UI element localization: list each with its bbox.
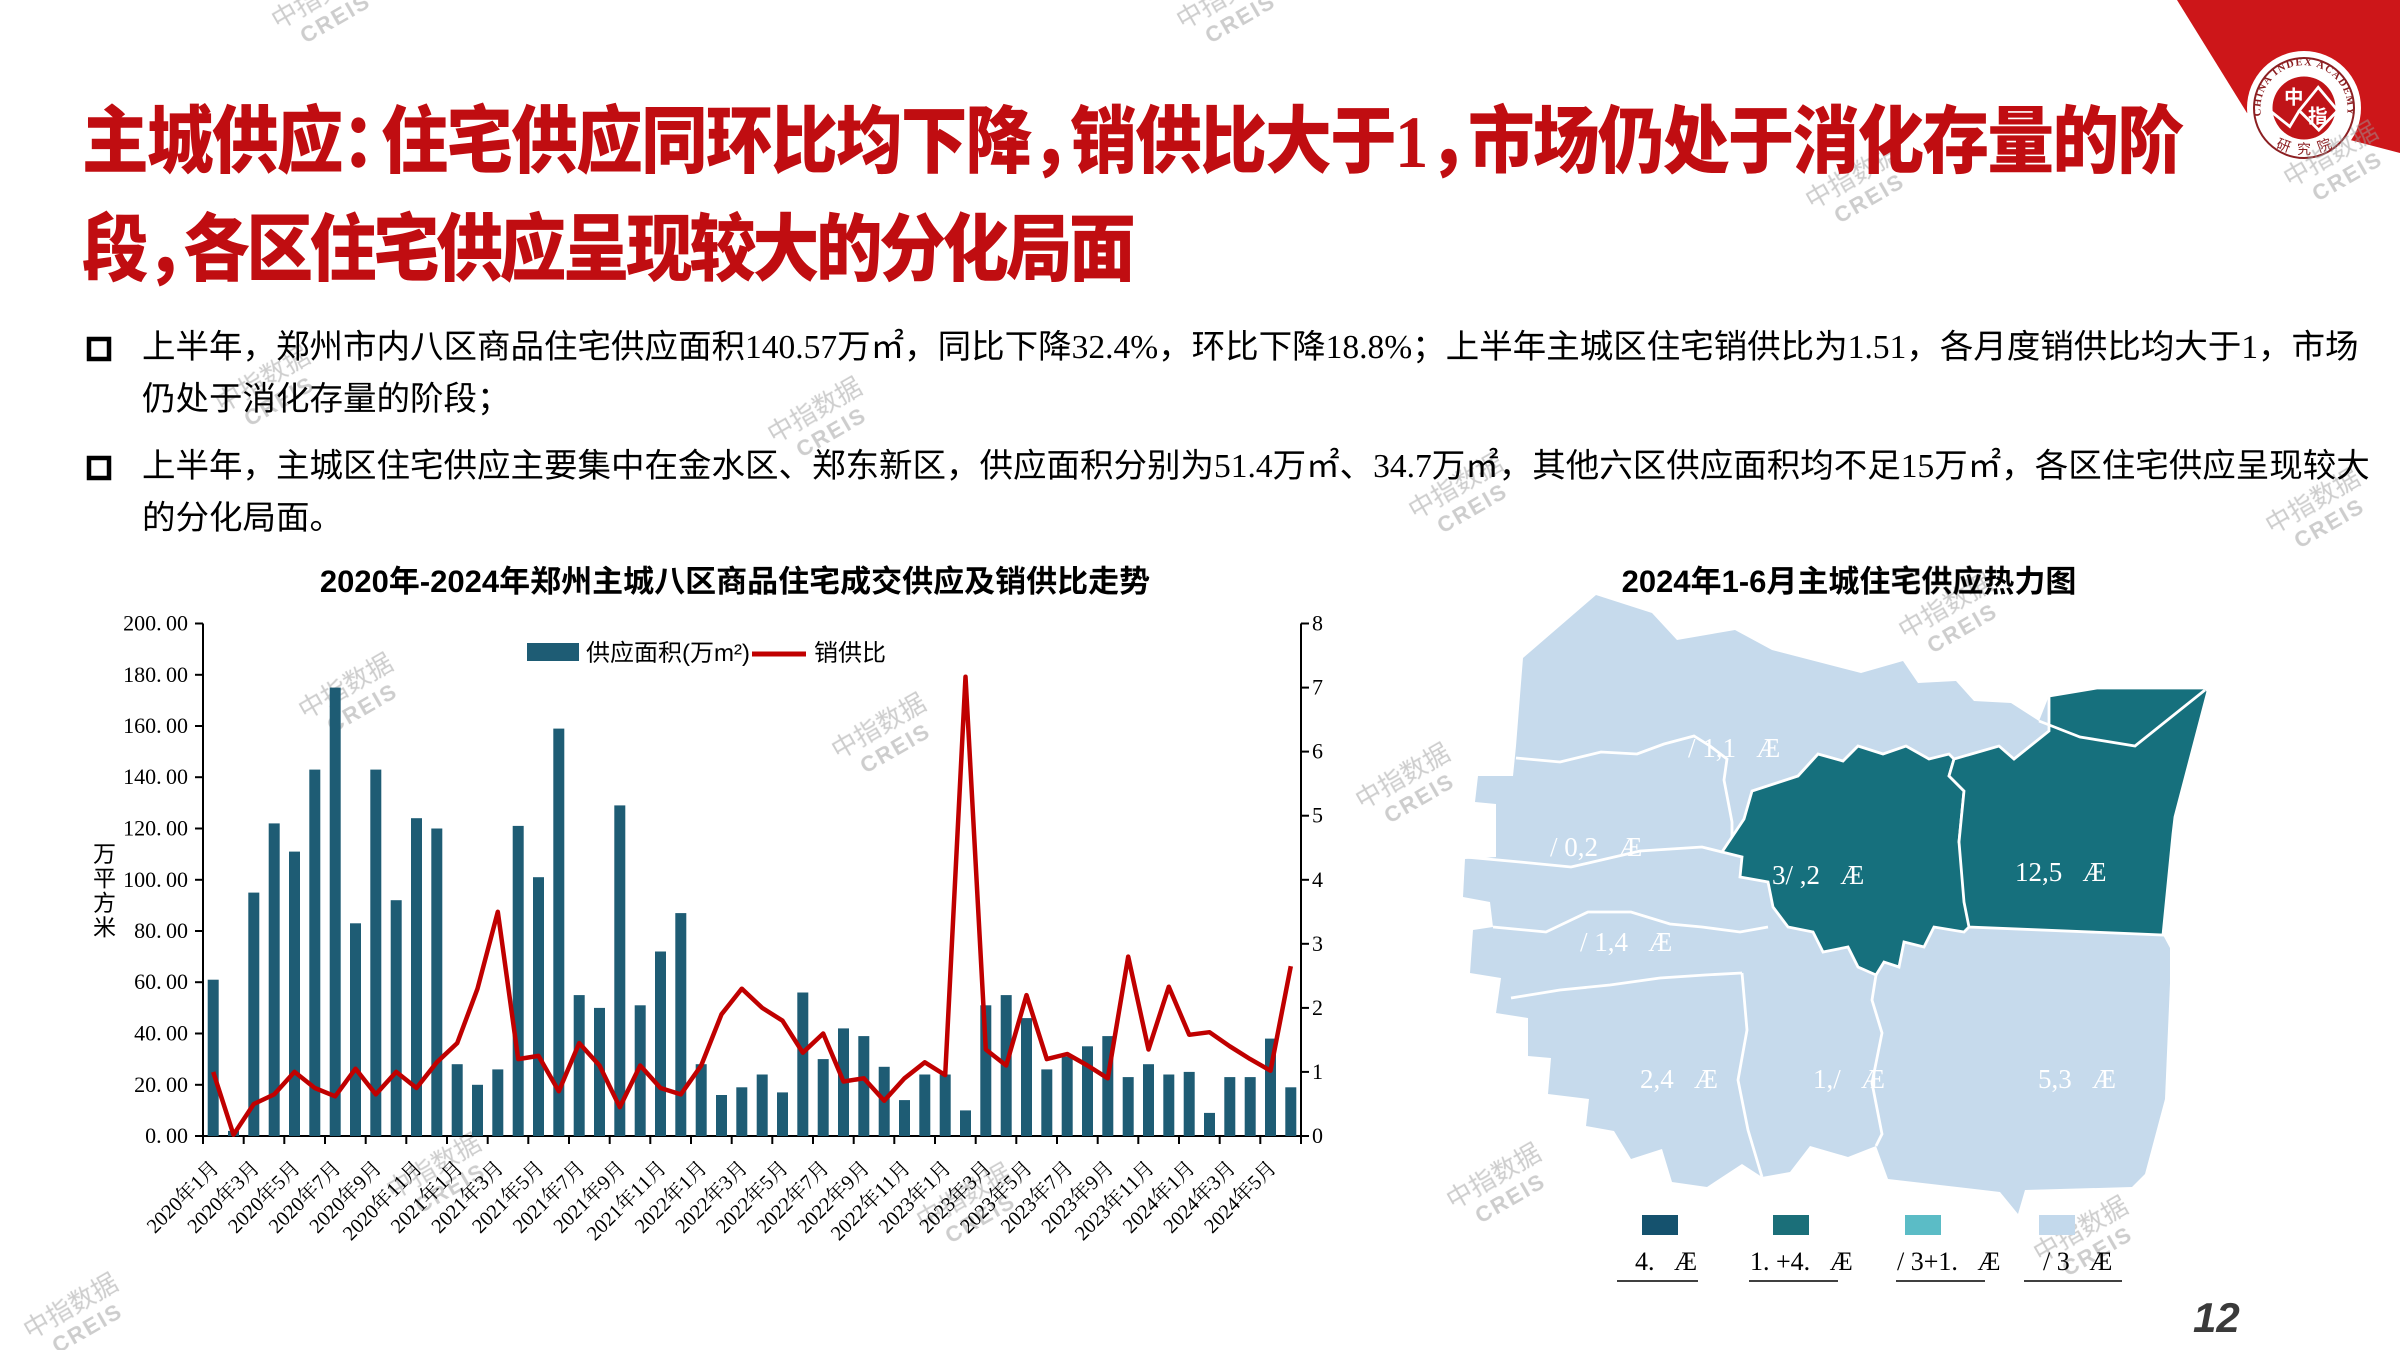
svg-text:3: 3	[1312, 931, 1323, 956]
svg-text:/ 3 Æ: / 3 Æ	[2043, 1247, 2112, 1276]
svg-text:20. 00: 20. 00	[134, 1072, 188, 1097]
svg-text:100. 00: 100. 00	[123, 867, 188, 892]
svg-text:1. +4. Æ: 1. +4. Æ	[1750, 1247, 1853, 1276]
svg-text:1: 1	[1312, 1059, 1323, 1084]
svg-text:/ 1,4 Æ: / 1,4 Æ	[1580, 927, 1672, 957]
svg-text:2: 2	[1312, 995, 1323, 1020]
svg-text:/ 3+1. Æ: / 3+1. Æ	[1897, 1247, 2001, 1276]
svg-text:/ 1,1 Æ: / 1,1 Æ	[1688, 733, 1780, 763]
svg-text:4. Æ: 4. Æ	[1635, 1247, 1697, 1276]
svg-text:12: 12	[2193, 1294, 2240, 1341]
svg-text:6: 6	[1312, 739, 1323, 764]
svg-text:0: 0	[1312, 1123, 1323, 1148]
svg-text:160. 00: 160. 00	[123, 713, 188, 738]
svg-text:3/ ,2 Æ: 3/ ,2 Æ	[1772, 860, 1864, 890]
svg-text:5: 5	[1312, 803, 1323, 828]
svg-text:7: 7	[1312, 675, 1323, 700]
svg-text:200. 00: 200. 00	[123, 611, 188, 636]
svg-text:5,3 Æ: 5,3 Æ	[2038, 1064, 2116, 1094]
svg-text:80. 00: 80. 00	[134, 918, 188, 943]
svg-text:0. 00: 0. 00	[145, 1123, 188, 1148]
svg-text:2,4 Æ: 2,4 Æ	[1640, 1064, 1718, 1094]
svg-text:12,5 Æ: 12,5 Æ	[2015, 857, 2107, 887]
svg-text:40. 00: 40. 00	[134, 1021, 188, 1046]
svg-text:180. 00: 180. 00	[123, 662, 188, 687]
svg-text:4: 4	[1312, 867, 1323, 892]
svg-text:140. 00: 140. 00	[123, 764, 188, 789]
svg-text:8: 8	[1312, 611, 1323, 636]
svg-text:60. 00: 60. 00	[134, 969, 188, 994]
svg-text:/ 0,2 Æ: / 0,2 Æ	[1550, 832, 1642, 862]
svg-text:1,/ Æ: 1,/ Æ	[1813, 1064, 1885, 1094]
svg-text:120. 00: 120. 00	[123, 816, 188, 841]
